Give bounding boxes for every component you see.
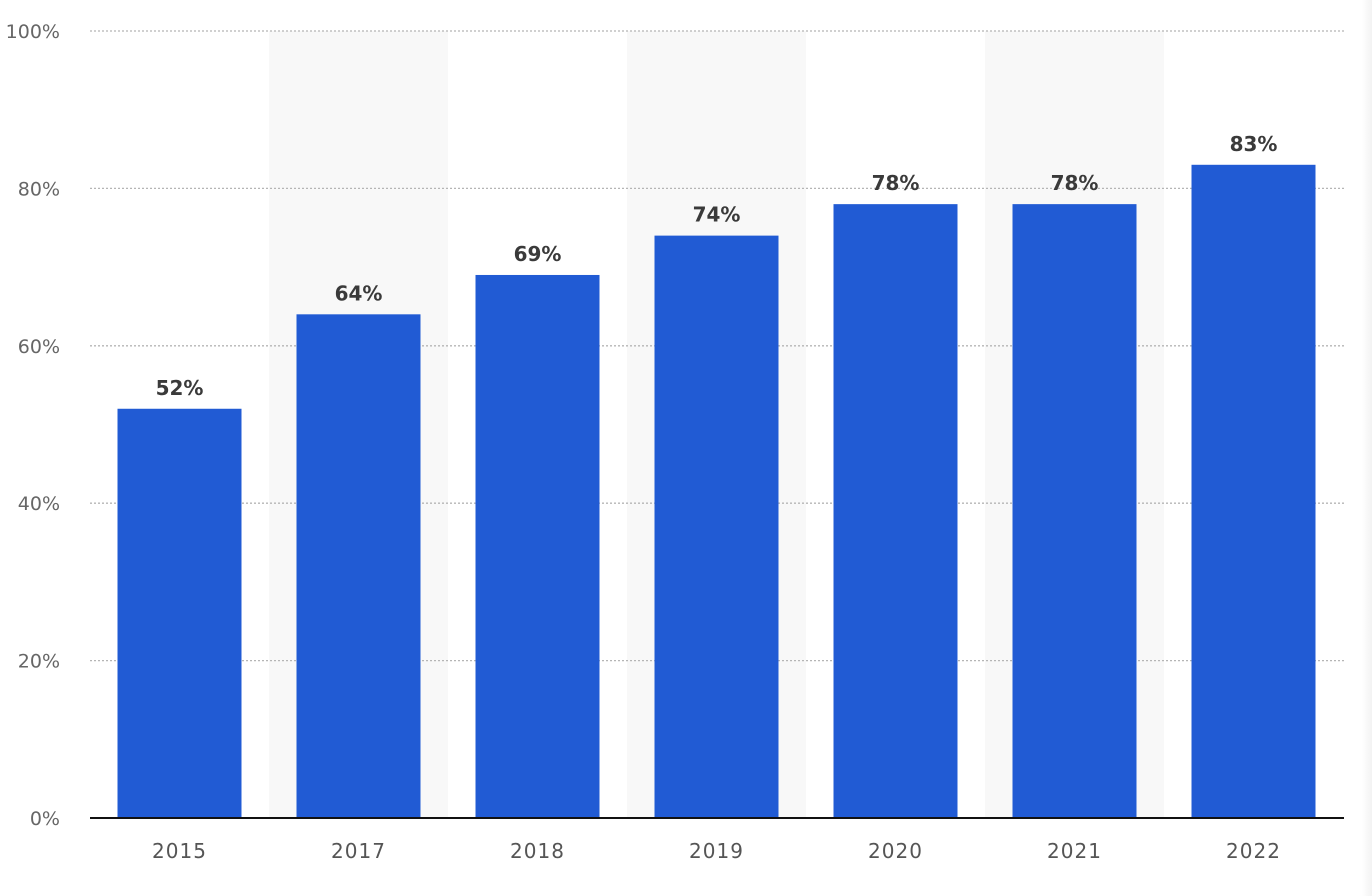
bar-2022[interactable] [1191, 164, 1316, 819]
data-label-2019: 74% [693, 203, 741, 227]
x-axis-ticks: 2015 2017 2018 2019 2020 2021 2022 [152, 839, 1281, 863]
x-tick-label-2017: 2017 [331, 839, 386, 863]
data-label-2022: 83% [1230, 132, 1278, 156]
y-tick-label: 0% [30, 808, 60, 830]
y-tick-label: 100% [6, 21, 60, 43]
bar-2021[interactable] [1012, 204, 1137, 818]
y-tick-label: 60% [18, 336, 60, 358]
bar-2018[interactable] [475, 274, 600, 819]
data-label-2018: 69% [514, 242, 562, 266]
x-tick-label-2021: 2021 [1047, 839, 1102, 863]
data-labels: 52% 64% 69% 74% 78% 78% 83% [156, 132, 1278, 400]
x-tick-label-2019: 2019 [689, 839, 744, 863]
bars [117, 164, 1316, 819]
x-tick-label-2022: 2022 [1226, 839, 1281, 863]
y-axis-ticks: 0% 20% 40% 60% 80% 100% [6, 21, 60, 830]
x-tick-label-2020: 2020 [868, 839, 923, 863]
bar-2020[interactable] [833, 204, 958, 818]
bar-2017[interactable] [296, 314, 421, 818]
data-label-2017: 64% [335, 281, 383, 305]
bar-2015[interactable] [117, 408, 242, 818]
y-tick-label: 40% [18, 493, 60, 515]
bar-2019[interactable] [654, 235, 779, 818]
data-label-2015: 52% [156, 376, 204, 400]
y-tick-label: 80% [18, 178, 60, 200]
y-tick-label: 20% [18, 651, 60, 673]
x-tick-label-2015: 2015 [152, 839, 207, 863]
data-label-2021: 78% [1051, 171, 1099, 195]
data-label-2020: 78% [872, 171, 920, 195]
x-tick-label-2018: 2018 [510, 839, 565, 863]
right-edge-shadow [1362, 0, 1372, 896]
